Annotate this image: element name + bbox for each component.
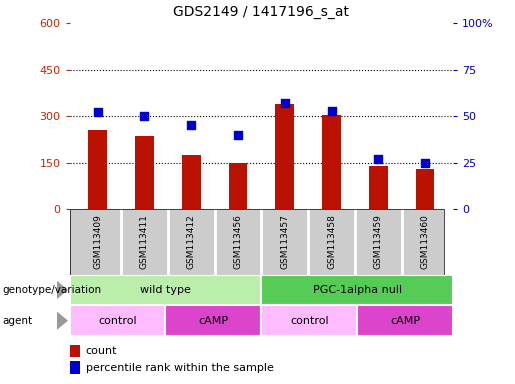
Point (328, 108, 336, 114)
Text: control: control (98, 316, 137, 326)
Title: GDS2149 / 1417196_s_at: GDS2149 / 1417196_s_at (174, 5, 349, 19)
Text: GSM113458: GSM113458 (327, 215, 336, 269)
Point (140, 113, 148, 119)
Point (94, 109, 102, 116)
Bar (88, 130, 107, 209)
Text: GSM113457: GSM113457 (280, 215, 289, 269)
Bar (416, 169, 435, 209)
Text: GSM113460: GSM113460 (421, 215, 430, 269)
Bar (165, 305, 261, 336)
Bar (182, 155, 200, 209)
Text: GSM113409: GSM113409 (93, 215, 102, 269)
Bar (276, 104, 294, 209)
Text: control: control (290, 316, 329, 326)
Bar (70, 345, 80, 357)
Text: PGC-1alpha null: PGC-1alpha null (313, 285, 402, 295)
Polygon shape (57, 280, 68, 300)
Point (281, 100, 289, 106)
Text: count: count (85, 346, 117, 356)
Text: GSM113459: GSM113459 (374, 215, 383, 269)
Point (187, 122, 195, 129)
Bar (135, 136, 154, 209)
Bar (261, 305, 357, 336)
Bar (322, 114, 341, 209)
Text: wild type: wild type (140, 285, 191, 295)
Text: cAMP: cAMP (198, 316, 229, 326)
Text: GSM113411: GSM113411 (140, 215, 149, 269)
Bar (70, 361, 80, 374)
Text: agent: agent (3, 316, 32, 326)
Bar (357, 305, 453, 336)
Text: genotype/variation: genotype/variation (3, 285, 101, 295)
Bar (261, 275, 453, 305)
Point (234, 132, 242, 138)
Text: GSM113412: GSM113412 (186, 215, 196, 269)
Text: percentile rank within the sample: percentile rank within the sample (85, 362, 273, 373)
Bar (70, 305, 165, 336)
Point (374, 156, 383, 162)
Text: cAMP: cAMP (390, 316, 420, 326)
Text: GSM113456: GSM113456 (233, 215, 243, 269)
Polygon shape (57, 311, 68, 330)
Bar (229, 163, 247, 209)
Bar (70, 275, 261, 305)
Bar (369, 166, 388, 209)
Point (421, 160, 429, 166)
